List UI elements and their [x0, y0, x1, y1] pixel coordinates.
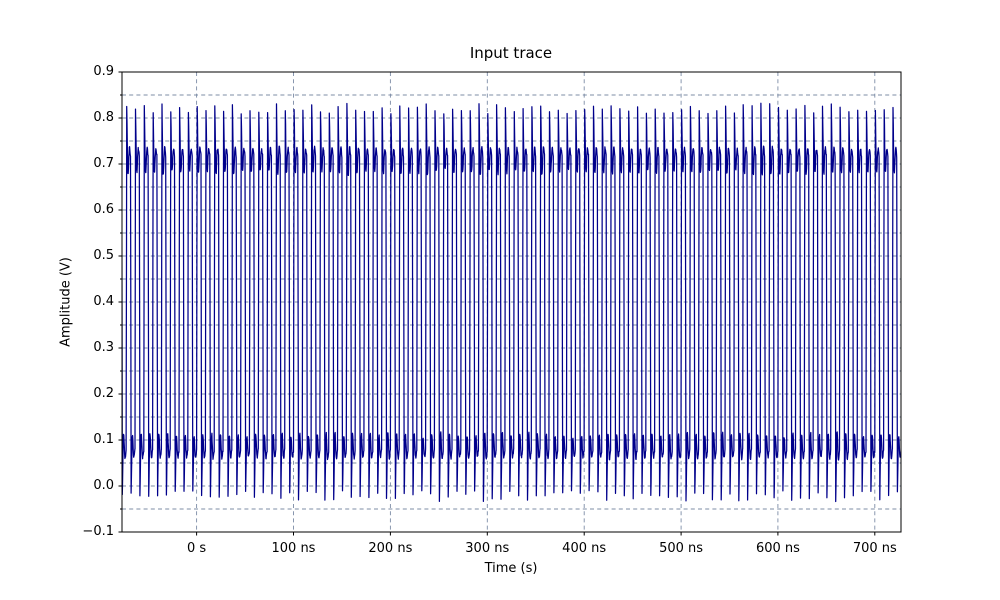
- y-tick-label: 0.6: [93, 202, 114, 217]
- y-tick-label: 0.8: [93, 110, 114, 125]
- y-tick-label: −0.1: [82, 524, 114, 539]
- chart-title: Input trace: [469, 44, 553, 62]
- x-tick-label: 100 ns: [271, 541, 316, 556]
- x-axis-label: Time (s): [484, 561, 538, 576]
- x-tick-label: 600 ns: [755, 541, 800, 556]
- y-tick-label: 0.0: [93, 478, 114, 493]
- y-tick-label: 0.4: [93, 294, 114, 309]
- y-tick-label: 0.7: [93, 156, 114, 171]
- y-tick-label: 0.1: [93, 432, 114, 447]
- y-tick-label: 0.9: [93, 64, 114, 79]
- x-tick-label: 0 s: [187, 541, 207, 556]
- y-tick-label: 0.3: [93, 340, 114, 355]
- y-tick-label: 0.5: [93, 248, 114, 263]
- tick-marks: [118, 71, 876, 536]
- x-tick-label: 200 ns: [368, 541, 413, 556]
- x-tick-label: 700 ns: [852, 541, 897, 556]
- x-tick-label: 300 ns: [465, 541, 510, 556]
- y-tick-label: 0.2: [93, 386, 114, 401]
- x-tick-label: 400 ns: [562, 541, 607, 556]
- gridlines: [122, 72, 901, 532]
- waveform-input-trace: [122, 102, 901, 503]
- x-tick-label: 500 ns: [659, 541, 704, 556]
